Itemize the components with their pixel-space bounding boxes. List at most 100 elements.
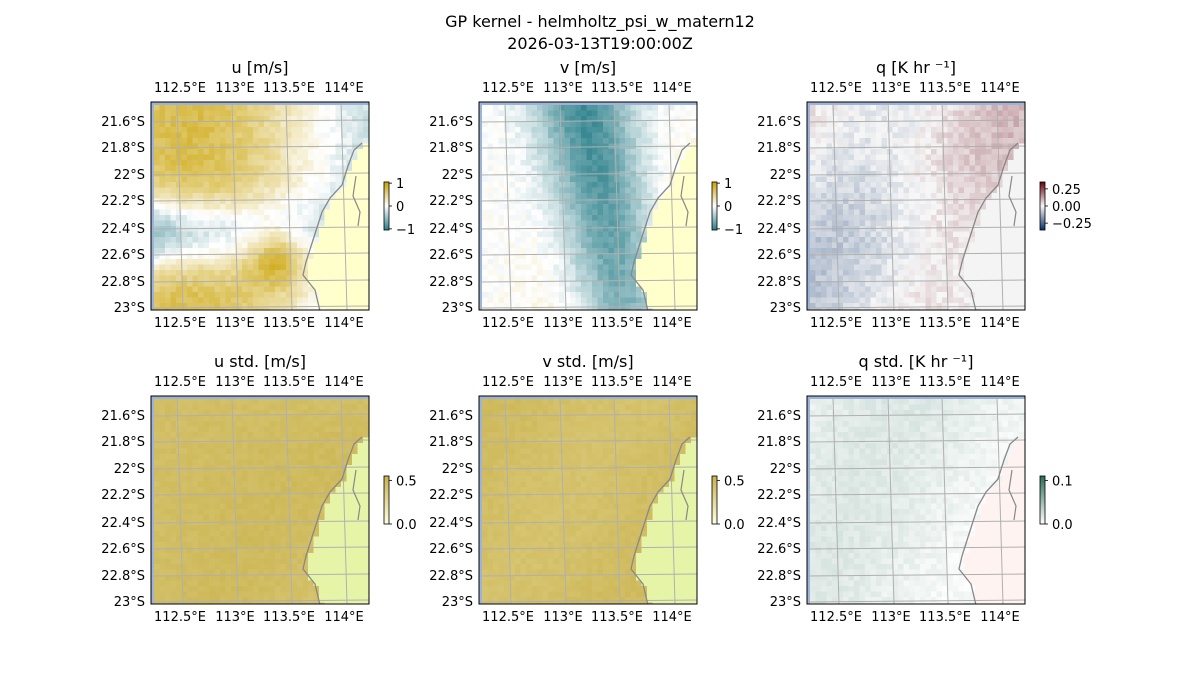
heatmap-cell: [346, 138, 353, 144]
heatmap-cell: [330, 297, 336, 304]
heatmap-cell: [242, 187, 248, 194]
heatmap-cell: [570, 248, 576, 254]
heatmap-cell: [542, 204, 549, 210]
heatmap-cell: [269, 410, 276, 416]
heatmap-cell: [275, 292, 281, 298]
heatmap-cell: [603, 303, 609, 309]
heatmap-cell: [997, 116, 1003, 122]
heatmap-cell: [980, 292, 987, 298]
heatmap-cell: [898, 231, 904, 238]
coastline-inner: [1008, 175, 1017, 227]
heatmap-cell: [154, 253, 160, 260]
heatmap-cell: [553, 165, 560, 172]
heatmap-cell: [154, 132, 160, 139]
heatmap-cell: [324, 415, 331, 422]
heatmap-cell: [280, 110, 287, 117]
heatmap-cell: [1013, 220, 1020, 227]
heatmap-cell: [936, 209, 943, 216]
heatmap-cell: [991, 259, 998, 265]
heatmap-cell: [264, 410, 270, 416]
heatmap-cell: [625, 215, 631, 221]
heatmap-cell: [832, 264, 838, 271]
heatmap-cell: [176, 215, 182, 221]
heatmap-cell: [821, 303, 827, 309]
heatmap-cell: [991, 138, 998, 144]
heatmap-cell: [269, 226, 276, 232]
heatmap-cell: [586, 264, 593, 271]
heatmap-cell: [225, 220, 232, 227]
heatmap-cell: [330, 220, 336, 227]
heatmap-cell: [821, 198, 827, 205]
heatmap-cell: [209, 116, 215, 122]
heatmap-cell: [236, 426, 243, 433]
heatmap-cell: [159, 399, 166, 405]
heatmap-cell: [187, 264, 193, 271]
heatmap-cell: [203, 165, 210, 172]
heatmap-cell: [198, 182, 204, 188]
heatmap-cell: [848, 237, 855, 243]
heatmap-cell: [319, 226, 325, 232]
heatmap-cell: [821, 253, 827, 260]
heatmap-cell: [159, 410, 166, 416]
heatmap-cell: [909, 226, 915, 232]
heatmap-cell: [154, 160, 160, 166]
heatmap-cell: [663, 138, 670, 144]
heatmap-cell: [854, 292, 860, 298]
heatmap-cell: [280, 182, 287, 188]
heatmap-cell: [487, 259, 494, 265]
heatmap-cell: [810, 264, 816, 271]
heatmap-cell: [848, 176, 855, 183]
heatmap-cell: [537, 204, 543, 210]
heatmap-cell: [680, 242, 686, 249]
heatmap-cell: [997, 220, 1003, 227]
heatmap-cell: [330, 432, 336, 438]
x-tick-label-bottom: 113.5°E: [591, 316, 643, 331]
heatmap-cell: [313, 426, 320, 433]
heatmap-cell: [964, 297, 970, 304]
coastline: [630, 142, 691, 310]
gridlines: [479, 102, 697, 310]
heatmap-cell: [537, 198, 543, 205]
heatmap-cell: [603, 165, 609, 172]
heatmap-cell: [498, 231, 505, 238]
heatmap-cell: [564, 308, 571, 310]
heatmap-cell: [253, 410, 259, 416]
heatmap-cell: [953, 193, 959, 199]
heatmap-cell: [493, 292, 499, 298]
heatmap-cell: [352, 193, 358, 199]
heatmap-cell: [821, 237, 827, 243]
heatmap-cell: [603, 204, 609, 210]
heatmap-cell: [914, 149, 921, 155]
heatmap-cell: [324, 432, 331, 438]
heatmap-cell: [247, 215, 254, 221]
heatmap-cell: [1013, 154, 1020, 161]
heatmap-cell: [865, 154, 871, 161]
heatmap-cell: [209, 308, 215, 310]
heatmap-cell: [892, 198, 899, 205]
heatmap-cell: [575, 220, 582, 227]
heatmap-cell: [165, 286, 171, 293]
heatmap-cell: [247, 220, 254, 227]
heatmap-cell: [346, 308, 353, 310]
heatmap-cell: [214, 421, 221, 427]
heatmap-cell: [319, 264, 325, 271]
heatmap-cell: [170, 182, 177, 188]
heatmap-cell: [214, 281, 221, 287]
heatmap-cell: [220, 198, 226, 205]
heatmap-cell: [297, 187, 303, 194]
heatmap-cell: [958, 209, 965, 216]
heatmap-cell: [214, 154, 221, 161]
heatmap-cell: [264, 242, 270, 249]
heatmap-cell: [641, 149, 648, 155]
heatmap-cell: [498, 303, 505, 309]
heatmap-cell: [357, 138, 364, 144]
heatmap-cell: [991, 286, 998, 293]
heatmap-cell: [920, 286, 926, 293]
heatmap-cell: [548, 105, 554, 111]
heatmap-cell: [854, 215, 860, 221]
heatmap-cell: [286, 426, 292, 433]
heatmap-cell: [619, 127, 626, 133]
heatmap-cell: [198, 421, 204, 427]
heatmap-cell: [815, 193, 822, 199]
heatmap-cell: [685, 308, 692, 310]
